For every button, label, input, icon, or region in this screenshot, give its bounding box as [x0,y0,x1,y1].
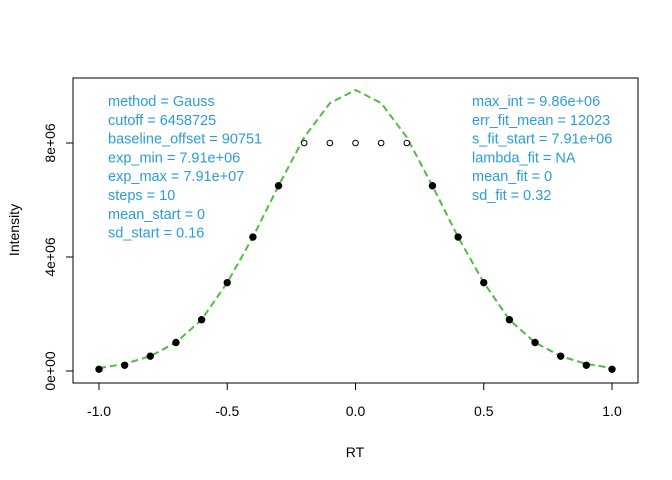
data-point [582,361,591,369]
data-point [608,365,616,373]
annotation-right: sd_fit = 0.32 [472,188,551,204]
excluded-point [300,139,308,147]
data-point [223,278,231,287]
points-layer [95,139,616,373]
annotations-left: method = Gauss cutoff = 6458725 baseline_o… [108,94,262,242]
annotation-left: cutoff = 6458725 [108,113,216,129]
y-axis-label: Intensity [6,204,22,256]
data-point [197,316,206,324]
annotation-left: mean_start = 0 [108,207,205,223]
excluded-point [403,139,411,147]
data-point [454,233,462,241]
annotation-left: baseline_offset = 90751 [108,132,262,148]
excluded-point [352,139,359,147]
data-point [274,182,283,190]
data-point [505,316,514,324]
data-point [428,182,437,190]
data-point [146,352,155,360]
annotation-right: mean_fit = 0 [472,169,552,185]
fit-curve [98,88,613,370]
y-tick-label: 0e+00 [42,351,58,391]
annotation-right: err_fit_mean = 12023 [472,113,610,129]
excluded-point [326,139,334,147]
annotation-left: exp_max = 7.91e+07 [108,169,244,185]
data-point [249,233,257,241]
annotations-right: max_int = 9.86e+06 err_fit_mean = 12023 s_… [472,94,612,204]
annotation-right: max_int = 9.86e+06 [472,94,600,110]
annotation-left: exp_min = 7.91e+06 [108,150,240,166]
annotation-left: steps = 10 [108,188,175,204]
x-tick-label: -1.0 [87,403,111,419]
data-point [120,361,129,369]
x-tick-label: 1.0 [602,403,622,419]
x-tick-label: 0.0 [346,403,366,419]
x-axis: -1.0 -0.5 0.0 0.5 1.0 [87,382,622,419]
y-tick-label: 8e+06 [42,123,58,163]
annotation-left: method = Gauss [108,94,215,110]
data-point [557,352,565,360]
x-tick-label: 0.5 [474,403,494,419]
data-point [172,338,180,347]
excluded-point [377,139,385,147]
x-axis-label: RT [346,444,365,460]
fit-line-layer [98,88,613,370]
x-tick-label: -0.5 [215,403,239,419]
annotation-right: s_fit_start = 7.91e+06 [472,132,612,148]
y-axis: 0e+00 4e+06 8e+06 [42,123,74,391]
data-point [480,278,488,287]
annotation-left: sd_start = 0.16 [108,226,204,242]
data-point [531,338,539,347]
y-tick-label: 4e+06 [42,237,58,277]
annotation-right: lambda_fit = NA [472,150,576,166]
data-point [95,365,103,373]
